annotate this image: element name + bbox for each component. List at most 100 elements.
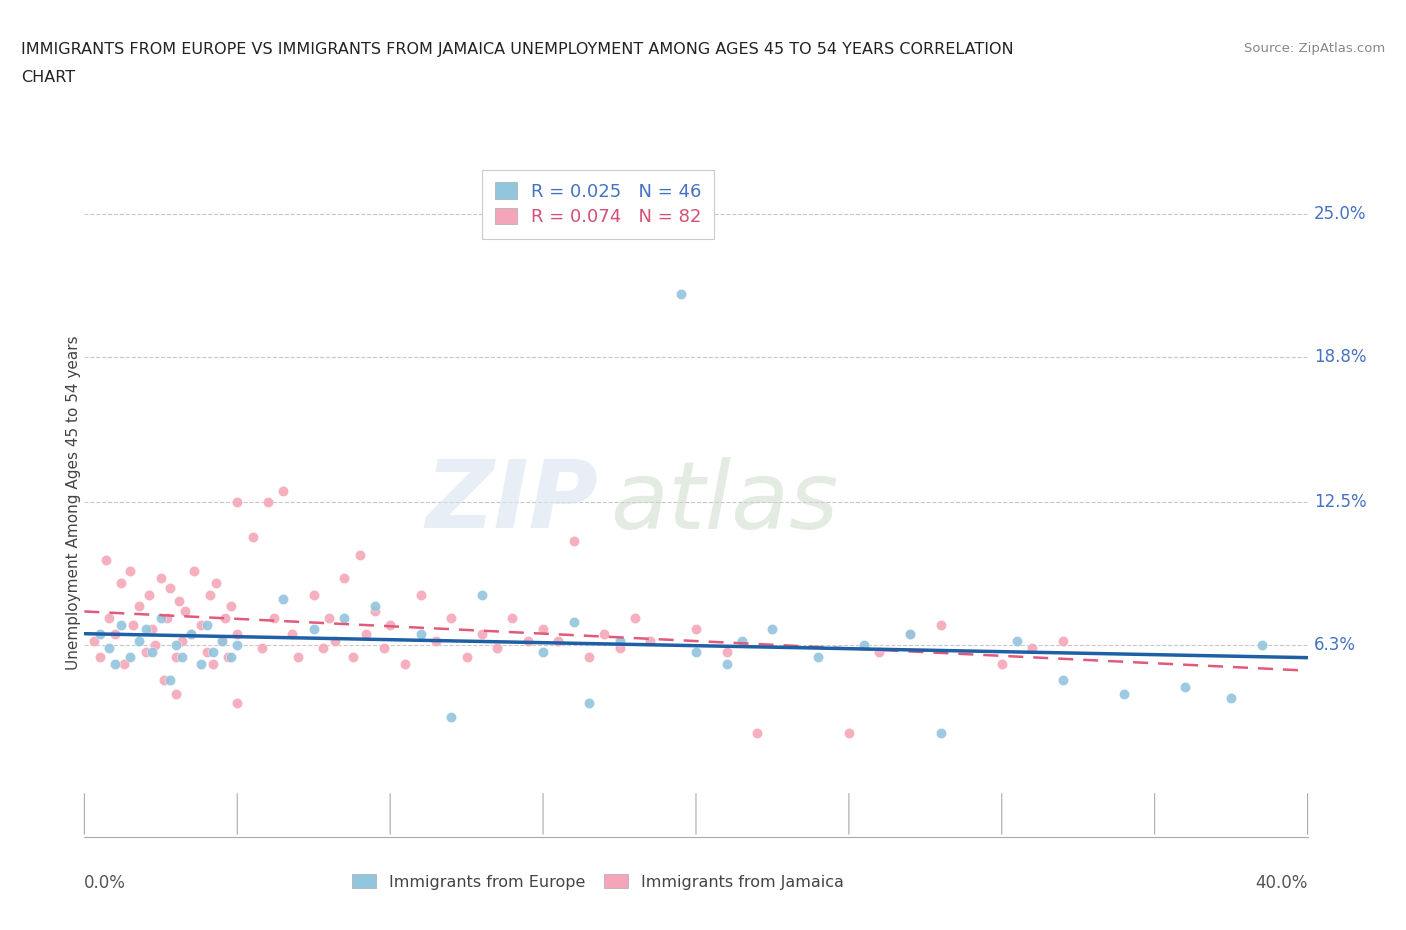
Point — [257, 495, 280, 510]
Point — [110, 576, 132, 591]
Point — [409, 627, 432, 642]
Point — [120, 564, 142, 578]
Point — [219, 599, 242, 614]
Point — [440, 710, 463, 724]
Point — [471, 627, 494, 642]
Text: 12.5%: 12.5% — [1313, 493, 1367, 512]
Point — [180, 627, 202, 642]
Text: CHART: CHART — [21, 70, 75, 85]
Point — [174, 604, 197, 618]
Point — [201, 657, 224, 671]
Point — [226, 696, 249, 711]
Point — [1250, 638, 1272, 653]
Point — [609, 640, 631, 655]
Point — [562, 534, 585, 549]
Point — [1052, 672, 1074, 687]
Point — [440, 610, 463, 625]
Point — [172, 649, 194, 664]
Point — [83, 633, 105, 648]
Point — [898, 627, 921, 642]
Point — [302, 587, 325, 602]
Point — [94, 552, 117, 567]
Point — [195, 644, 218, 659]
Point — [747, 725, 769, 740]
Point — [342, 649, 364, 664]
Point — [89, 627, 111, 642]
Point — [141, 644, 163, 659]
Point — [593, 627, 616, 642]
Point — [180, 627, 202, 642]
Point — [547, 633, 569, 648]
Point — [149, 571, 172, 586]
Point — [853, 638, 876, 653]
Point — [838, 725, 860, 740]
Text: atlas: atlas — [610, 457, 838, 548]
Point — [761, 622, 783, 637]
Point — [120, 649, 142, 664]
Point — [110, 618, 132, 632]
Point — [716, 657, 738, 671]
Point — [1005, 633, 1028, 648]
Point — [929, 618, 952, 632]
Point — [486, 640, 509, 655]
Point — [929, 725, 952, 740]
Point — [141, 622, 163, 637]
Point — [380, 618, 402, 632]
Point — [394, 657, 416, 671]
Point — [898, 627, 921, 642]
Legend: Immigrants from Europe, Immigrants from Jamaica: Immigrants from Europe, Immigrants from … — [346, 868, 851, 896]
Point — [685, 622, 707, 637]
Point — [89, 649, 111, 664]
Point — [190, 618, 212, 632]
Point — [138, 587, 160, 602]
Point — [153, 672, 176, 687]
Point — [1174, 680, 1197, 695]
Point — [531, 644, 554, 659]
Y-axis label: Unemployment Among Ages 45 to 54 years: Unemployment Among Ages 45 to 54 years — [66, 335, 80, 670]
Point — [271, 484, 294, 498]
Text: 40.0%: 40.0% — [1256, 874, 1308, 892]
Point — [167, 594, 190, 609]
Point — [263, 610, 285, 625]
Point — [128, 633, 150, 648]
Point — [364, 604, 387, 618]
Point — [869, 644, 891, 659]
Point — [318, 610, 340, 625]
Point — [198, 587, 221, 602]
Point — [135, 644, 157, 659]
Point — [333, 610, 356, 625]
Point — [409, 587, 432, 602]
Text: 25.0%: 25.0% — [1313, 205, 1367, 222]
Point — [135, 622, 157, 637]
Point — [226, 627, 249, 642]
Text: IMMIGRANTS FROM EUROPE VS IMMIGRANTS FROM JAMAICA UNEMPLOYMENT AMONG AGES 45 TO : IMMIGRANTS FROM EUROPE VS IMMIGRANTS FRO… — [21, 42, 1014, 57]
Point — [516, 633, 538, 648]
Point — [364, 599, 387, 614]
Point — [217, 649, 239, 664]
Point — [716, 644, 738, 659]
Point — [349, 548, 371, 563]
Text: 18.8%: 18.8% — [1313, 348, 1367, 365]
Point — [562, 615, 585, 630]
Point — [214, 610, 236, 625]
Point — [807, 649, 830, 664]
Point — [1052, 633, 1074, 648]
Point — [731, 633, 754, 648]
Point — [1021, 640, 1043, 655]
Point — [172, 633, 194, 648]
Point — [211, 633, 233, 648]
Point — [97, 610, 120, 625]
Point — [242, 529, 264, 544]
Text: ZIP: ZIP — [425, 457, 598, 548]
Point — [183, 564, 205, 578]
Point — [128, 599, 150, 614]
Point — [624, 610, 647, 625]
Point — [149, 610, 172, 625]
Point — [104, 627, 127, 642]
Point — [201, 644, 224, 659]
Point — [312, 640, 335, 655]
Point — [159, 580, 181, 595]
Point — [471, 587, 494, 602]
Point — [1220, 691, 1243, 706]
Point — [195, 618, 218, 632]
